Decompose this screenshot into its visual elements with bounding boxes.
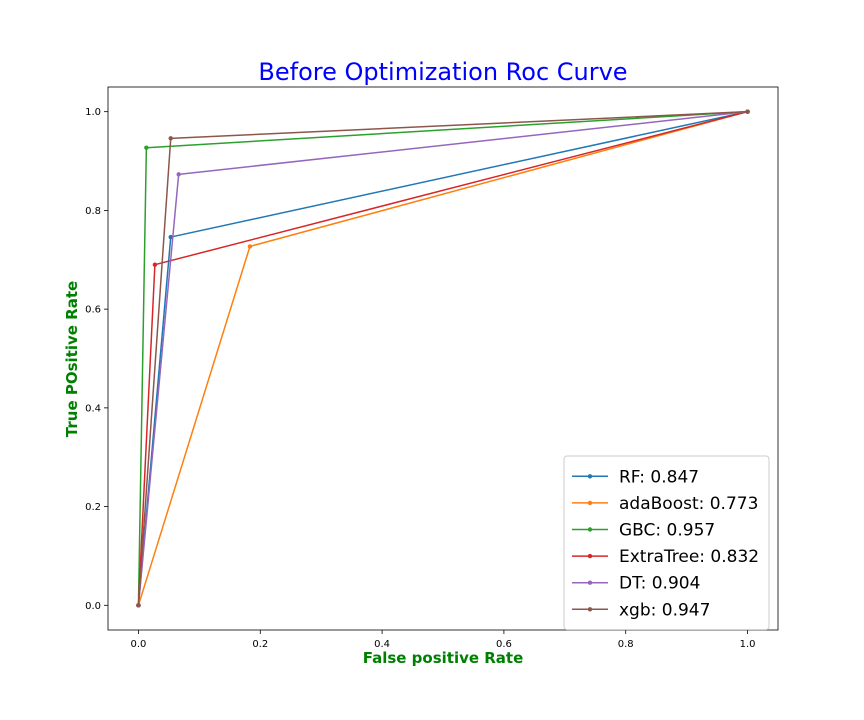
legend-marker-5 <box>587 607 593 612</box>
series-point-5 <box>745 109 750 114</box>
legend-label-3: ExtraTree: 0.832 <box>619 547 759 567</box>
series-point-0 <box>168 234 173 240</box>
legend-marker-4 <box>587 580 593 585</box>
series-point-2 <box>144 145 149 150</box>
legend-label-2: GBC: 0.957 <box>619 521 715 541</box>
y-tick-label: 0.6 <box>85 305 101 316</box>
x-tick-label: 0.0 <box>131 639 147 650</box>
legend-label-0: RF: 0.847 <box>619 467 699 487</box>
series-point-4 <box>176 172 181 177</box>
legend-label-5: xgb: 0.947 <box>619 600 710 620</box>
series-point-5 <box>136 603 141 608</box>
axes-frame <box>107 86 779 631</box>
y-tick-label: 0.0 <box>85 601 101 612</box>
series-point-3 <box>152 262 158 267</box>
x-tick-label: 0.4 <box>374 639 390 650</box>
series-point-5 <box>168 136 173 141</box>
legend-marker-0 <box>587 474 593 479</box>
x-tick-label: 1.0 <box>740 639 756 650</box>
legend-label-1: adaBoost: 0.773 <box>619 494 758 514</box>
y-axis-label: True POsitive Rate <box>63 281 81 437</box>
x-tick-label: 0.8 <box>618 639 634 650</box>
legend: RF: 0.847 adaBoost: 0.773 GBC: 0.957 ExtraT… <box>563 455 770 631</box>
legend-marker-3 <box>587 553 593 559</box>
y-tick-label: 0.2 <box>85 502 101 513</box>
x-tick-label: 0.6 <box>496 639 512 650</box>
legend-label-4: DT: 0.904 <box>619 574 700 594</box>
legend-marker-2 <box>587 527 593 532</box>
legend-marker-1 <box>587 500 593 506</box>
series-point-1 <box>247 244 253 249</box>
x-tick-label: 0.2 <box>252 639 268 650</box>
plot-area: 0.0 0.2 0.4 0.6 0.8 1.0 0.0 0.2 0.4 0.6 0.8 1.0 <box>85 86 779 650</box>
legend-box <box>563 455 770 631</box>
chart-title: Before Optimization Roc Curve <box>258 58 627 86</box>
y-tick-label: 0.4 <box>85 403 101 414</box>
x-axis-label: False positive Rate <box>363 649 524 667</box>
y-tick-label: 0.8 <box>85 206 101 217</box>
y-tick-label: 1.0 <box>85 107 101 118</box>
